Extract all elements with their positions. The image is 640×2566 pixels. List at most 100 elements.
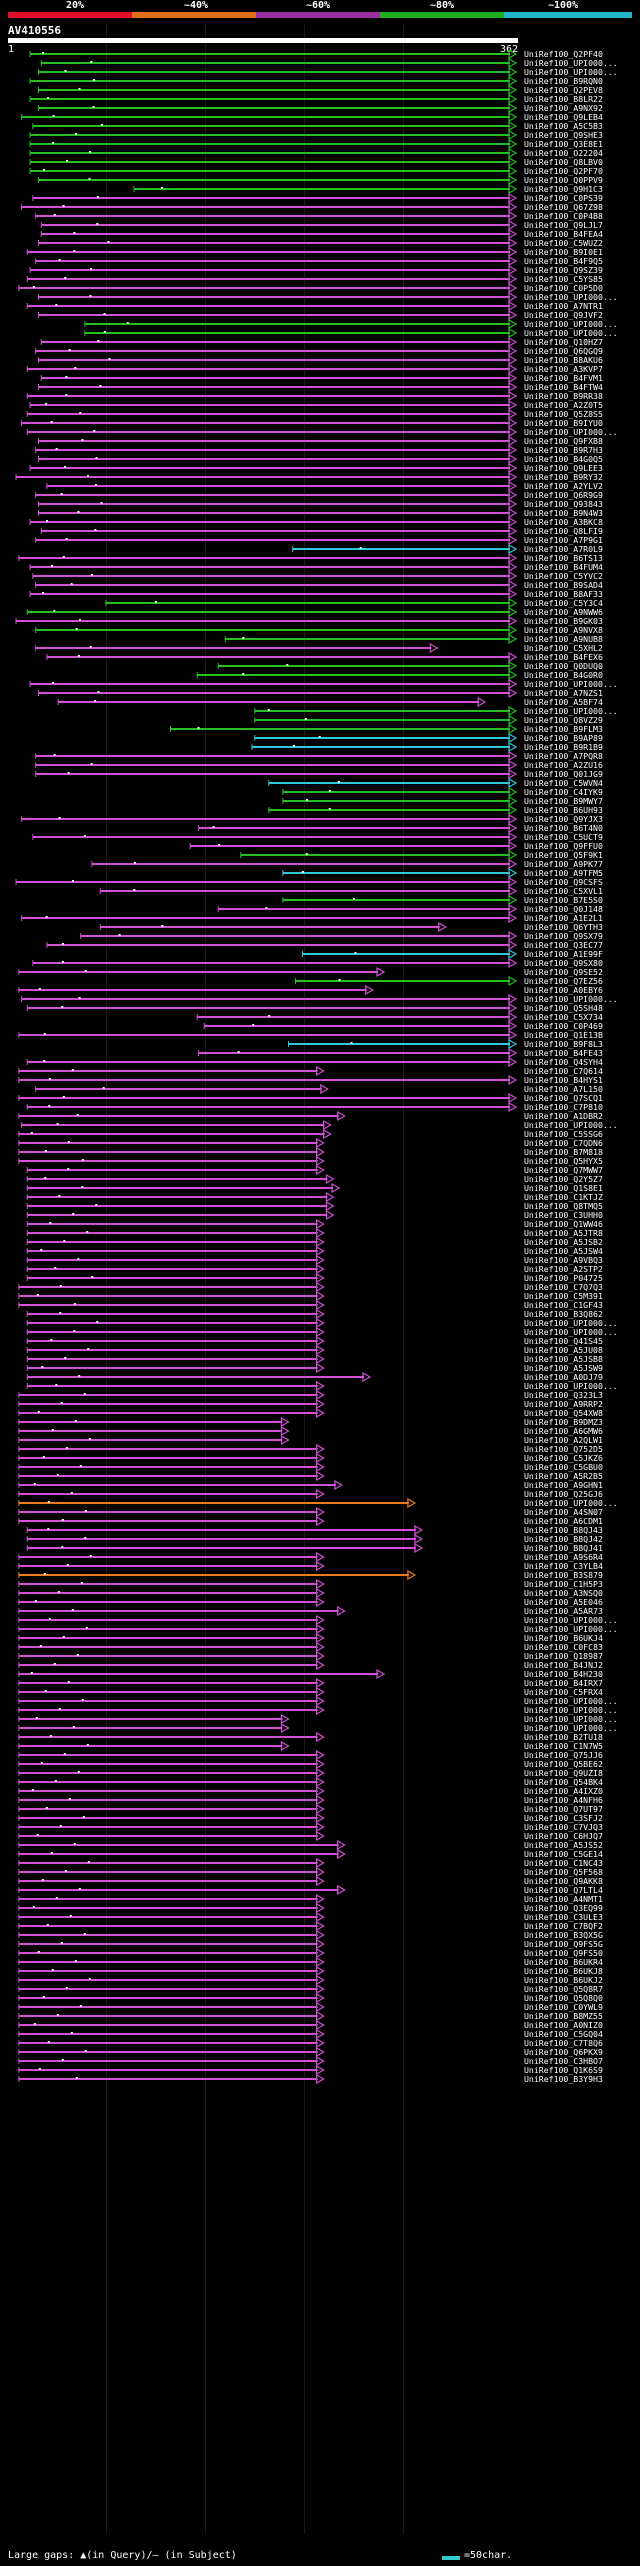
hit-row[interactable]: UniRef100_B4FEX6 bbox=[46, 651, 603, 663]
hit-row[interactable]: UniRef100_B3Q862 bbox=[26, 1308, 603, 1320]
hit-row[interactable]: UniRef100_A2QLW1 bbox=[18, 1434, 603, 1446]
hit-label[interactable]: UniRef100_Q2PF70 bbox=[524, 166, 603, 176]
hit-row[interactable]: UniRef100_C5GBU0 bbox=[18, 1461, 603, 1473]
hit-label[interactable]: UniRef100_Q41S45 bbox=[524, 1336, 603, 1346]
hit-row[interactable]: UniRef100_Q8LFI9 bbox=[40, 525, 603, 537]
hit-label[interactable]: UniRef100_C5SSG6 bbox=[524, 1129, 603, 1139]
hit-label[interactable]: UniRef100_B9DMZ3 bbox=[524, 1417, 603, 1427]
hit-label[interactable]: UniRef100_C0PS39 bbox=[524, 193, 603, 203]
hit-label[interactable]: UniRef100_A5R2B5 bbox=[524, 1471, 603, 1481]
hit-label[interactable]: UniRef100_B4JNJ2 bbox=[524, 1660, 603, 1670]
hit-label[interactable]: UniRef100_B8QJ42 bbox=[524, 1534, 603, 1544]
hit-label[interactable]: UniRef100_A9VBQ3 bbox=[524, 1255, 603, 1265]
hit-label[interactable]: UniRef100_C5YVC2 bbox=[524, 571, 603, 581]
hit-label[interactable]: UniRef100_Q4SYH4 bbox=[524, 1057, 603, 1067]
hit-label[interactable]: UniRef100_B6UKR4 bbox=[524, 1957, 603, 1967]
hit-row[interactable]: UniRef100_B7M818 bbox=[18, 1146, 603, 1158]
hit-row[interactable]: UniRef100_UPI000... bbox=[18, 1695, 618, 1707]
hit-label[interactable]: UniRef100_A5E046 bbox=[524, 1597, 603, 1607]
hit-row[interactable]: UniRef100_B9IYU0 bbox=[21, 417, 603, 429]
hit-row[interactable]: UniRef100_C5UCT9 bbox=[32, 831, 603, 843]
hit-row[interactable]: UniRef100_UPI000... bbox=[37, 291, 618, 303]
hit-row[interactable]: UniRef100_B8AF33 bbox=[29, 588, 603, 600]
hit-label[interactable]: UniRef100_A3NSQ0 bbox=[524, 1588, 603, 1598]
hit-row[interactable]: UniRef100_A0DJ79 bbox=[26, 1371, 603, 1383]
hit-label[interactable]: UniRef100_B8AKU6 bbox=[524, 355, 603, 365]
hit-row[interactable]: UniRef100_Q6PKX9 bbox=[18, 2046, 603, 2058]
hit-label[interactable]: UniRef100_Q1E13B bbox=[524, 1030, 603, 1040]
hit-row[interactable]: UniRef100_B4H230 bbox=[18, 1668, 603, 1680]
hit-row[interactable]: UniRef100_C5WVN4 bbox=[268, 777, 603, 789]
hit-row[interactable]: UniRef100_A7NTR1 bbox=[26, 300, 603, 312]
hit-row[interactable]: UniRef100_UPI000... bbox=[26, 1380, 618, 1392]
hit-row[interactable]: UniRef100_Q6QGQ9 bbox=[35, 345, 603, 357]
hit-row[interactable]: UniRef100_P04725 bbox=[26, 1272, 603, 1284]
hit-row[interactable]: UniRef100_C3HBO7 bbox=[18, 2055, 603, 2067]
hit-label[interactable]: UniRef100_Q18987 bbox=[524, 1651, 603, 1661]
hit-row[interactable]: UniRef100_B9SAD4 bbox=[35, 579, 603, 591]
hit-row[interactable]: UniRef100_B6UKJ8 bbox=[18, 1965, 603, 1977]
hit-label[interactable]: UniRef100_B6TS13 bbox=[524, 553, 603, 563]
hit-row[interactable]: UniRef100_Q9FS5G bbox=[18, 1938, 603, 1950]
hit-label[interactable]: UniRef100_C5YS85 bbox=[524, 274, 603, 284]
hit-label[interactable]: UniRef100_A1DBR2 bbox=[524, 1111, 603, 1121]
hit-row[interactable]: UniRef100_A5E046 bbox=[18, 1596, 603, 1608]
hit-row[interactable]: UniRef100_O22204 bbox=[29, 147, 603, 159]
hit-label[interactable]: UniRef100_A5AR73 bbox=[524, 1606, 603, 1616]
hit-row[interactable]: UniRef100_UPI000... bbox=[18, 1713, 618, 1725]
hit-row[interactable]: UniRef100_C0YWL9 bbox=[18, 2001, 603, 2013]
hit-row[interactable]: UniRef100_Q25GJ6 bbox=[18, 1488, 603, 1500]
hit-label[interactable]: UniRef100_Q7SCQ1 bbox=[524, 1093, 603, 1103]
hit-row[interactable]: UniRef100_Q9SHE3 bbox=[29, 129, 603, 141]
hit-row[interactable]: UniRef100_Q9FXB8 bbox=[37, 435, 603, 447]
hit-row[interactable]: UniRef100_Q67Z98 bbox=[21, 201, 603, 213]
hit-row[interactable]: UniRef100_C5WUZ2 bbox=[37, 237, 603, 249]
hit-label[interactable]: UniRef100_Q67Z98 bbox=[524, 202, 603, 212]
hit-label[interactable]: UniRef100_Q9FXB8 bbox=[524, 436, 603, 446]
hit-label[interactable]: UniRef100_B9RQN0 bbox=[524, 76, 603, 86]
hit-row[interactable]: UniRef100_C0PS39 bbox=[32, 192, 603, 204]
hit-row[interactable]: UniRef100_C5GQ04 bbox=[18, 2028, 603, 2040]
hit-label[interactable]: UniRef100_B6UKJ2 bbox=[524, 1975, 603, 1985]
hit-label[interactable]: UniRef100_C5XVL1 bbox=[524, 886, 603, 896]
hit-row[interactable]: UniRef100_A9S6R4 bbox=[18, 1551, 603, 1563]
hit-label[interactable]: UniRef100_Q9JVF2 bbox=[524, 310, 603, 320]
hit-label[interactable]: UniRef100_UPI000... bbox=[524, 1120, 618, 1130]
hit-row[interactable]: UniRef100_A3NSQ0 bbox=[18, 1587, 603, 1599]
hit-row[interactable]: UniRef100_A5BF74 bbox=[57, 696, 603, 708]
hit-label[interactable]: UniRef100_C7Q7Q3 bbox=[524, 1282, 603, 1292]
hit-label[interactable]: UniRef100_Q93843 bbox=[524, 499, 603, 509]
hit-row[interactable]: UniRef100_UPI000... bbox=[29, 678, 618, 690]
hit-label[interactable]: UniRef100_Q9FS50 bbox=[524, 1948, 603, 1958]
hit-label[interactable]: UniRef100_A9NWW6 bbox=[524, 607, 603, 617]
hit-row[interactable]: UniRef100_Q01JG9 bbox=[35, 768, 603, 780]
hit-row[interactable]: UniRef100_A5JSB8 bbox=[26, 1353, 603, 1365]
hit-row[interactable]: UniRef100_C7VJQ3 bbox=[18, 1821, 603, 1833]
hit-label[interactable]: UniRef100_UPI000... bbox=[524, 328, 618, 338]
hit-row[interactable]: UniRef100_Q5BE62 bbox=[18, 1758, 603, 1770]
hit-label[interactable]: UniRef100_A7NTR1 bbox=[524, 301, 603, 311]
hit-label[interactable]: UniRef100_Q0J148 bbox=[524, 904, 603, 914]
hit-row[interactable]: UniRef100_A2YLV2 bbox=[46, 480, 603, 492]
hit-label[interactable]: UniRef100_C0YWL9 bbox=[524, 2002, 603, 2012]
hit-row[interactable]: UniRef100_C1NC43 bbox=[18, 1857, 603, 1869]
hit-label[interactable]: UniRef100_UPI000... bbox=[524, 679, 618, 689]
hit-row[interactable]: UniRef100_Q10HZ7 bbox=[40, 336, 603, 348]
hit-label[interactable]: UniRef100_A6GMW6 bbox=[524, 1426, 603, 1436]
hit-label[interactable]: UniRef100_A3BKC8 bbox=[524, 517, 603, 527]
hit-row[interactable]: UniRef100_B6TS13 bbox=[18, 552, 603, 564]
hit-label[interactable]: UniRef100_Q9SE52 bbox=[524, 967, 603, 977]
hit-row[interactable]: UniRef100_Q5Z8S5 bbox=[26, 408, 603, 420]
hit-row[interactable]: UniRef100_A9NX92 bbox=[37, 102, 603, 114]
hit-label[interactable]: UniRef100_Q54XW8 bbox=[524, 1408, 603, 1418]
hit-row[interactable]: UniRef100_C0P469 bbox=[203, 1020, 603, 1032]
hit-row[interactable]: UniRef100_Q3E8E1 bbox=[29, 138, 603, 150]
hit-label[interactable]: UniRef100_B4G0Q5 bbox=[524, 454, 603, 464]
hit-row[interactable]: UniRef100_Q323L3 bbox=[18, 1389, 603, 1401]
hit-label[interactable]: UniRef100_C4IYK9 bbox=[524, 787, 603, 797]
hit-row[interactable]: UniRef100_Q9LJL7 bbox=[40, 219, 603, 231]
hit-label[interactable]: UniRef100_Q2PEV8 bbox=[524, 85, 603, 95]
hit-label[interactable]: UniRef100_A1E2L1 bbox=[524, 913, 603, 923]
hit-label[interactable]: UniRef100_Q2PF40 bbox=[524, 49, 603, 59]
hit-row[interactable]: UniRef100_B8QJ42 bbox=[26, 1533, 603, 1545]
